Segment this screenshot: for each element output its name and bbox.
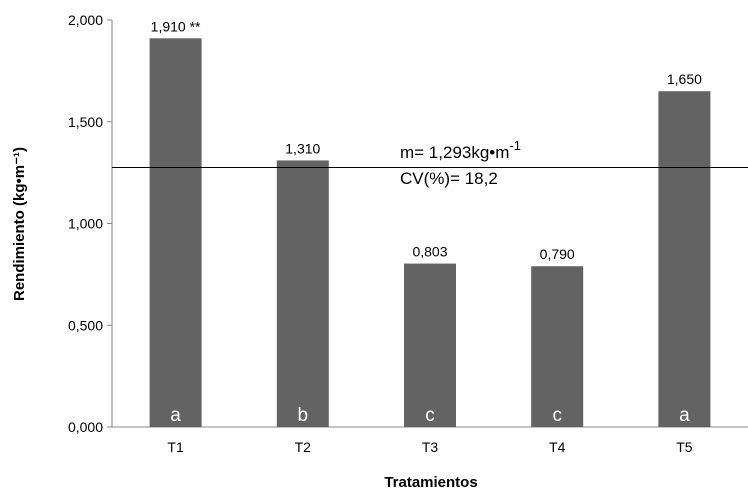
data-label-t1: 1,910 ** [151, 18, 201, 34]
y-tick-label: 2,000 [68, 12, 103, 28]
x-tick-label: T2 [295, 439, 312, 455]
mean-annotation: m= 1,293kg•m-1 [400, 138, 521, 162]
y-tick-labels: 0,000 0,500 1,000 1,500 2,000 [68, 12, 103, 435]
data-label-t4: 0,790 [540, 246, 575, 262]
y-axis [107, 19, 113, 428]
bar-t2 [276, 160, 329, 428]
bars [149, 38, 711, 428]
y-tick-label: 0,000 [68, 419, 103, 435]
data-label-t5: 1,650 [667, 71, 702, 87]
y-axis-title: Rendimiento (kg•m⁻¹) [11, 147, 28, 301]
group-letter-t3: c [425, 405, 435, 426]
x-tick-labels: T1 T2 T3 T4 T5 [167, 439, 692, 455]
y-tick-label: 0,500 [68, 317, 103, 333]
group-letter-t4: c [552, 405, 562, 426]
bar-t4 [531, 266, 584, 427]
group-letter-t1: a [170, 405, 181, 426]
cv-annotation: CV(%)= 18,2 [400, 169, 498, 188]
x-tick-label: T1 [167, 439, 184, 455]
data-label-t3: 0,803 [412, 244, 447, 260]
data-labels: 1,910 ** 1,310 0,803 0,790 1,650 [151, 18, 702, 262]
y-tick-label: 1,500 [68, 114, 103, 130]
mean-text: m= 1,293kg•m [400, 143, 509, 162]
x-tick-label: T3 [422, 439, 439, 455]
bar-t5 [658, 91, 711, 427]
y-tick-label: 1,000 [68, 216, 103, 232]
x-axis-title: Tratamientos [384, 474, 477, 491]
x-tick-label: T4 [549, 439, 566, 455]
x-tick-label: T5 [676, 439, 693, 455]
mean-superscript: -1 [509, 138, 521, 153]
data-label-t2: 1,310 [285, 140, 320, 156]
bar-t1 [149, 38, 202, 427]
group-letter-t2: b [298, 405, 309, 426]
group-letter-t5: a [679, 405, 690, 426]
bar-t3 [404, 263, 456, 427]
